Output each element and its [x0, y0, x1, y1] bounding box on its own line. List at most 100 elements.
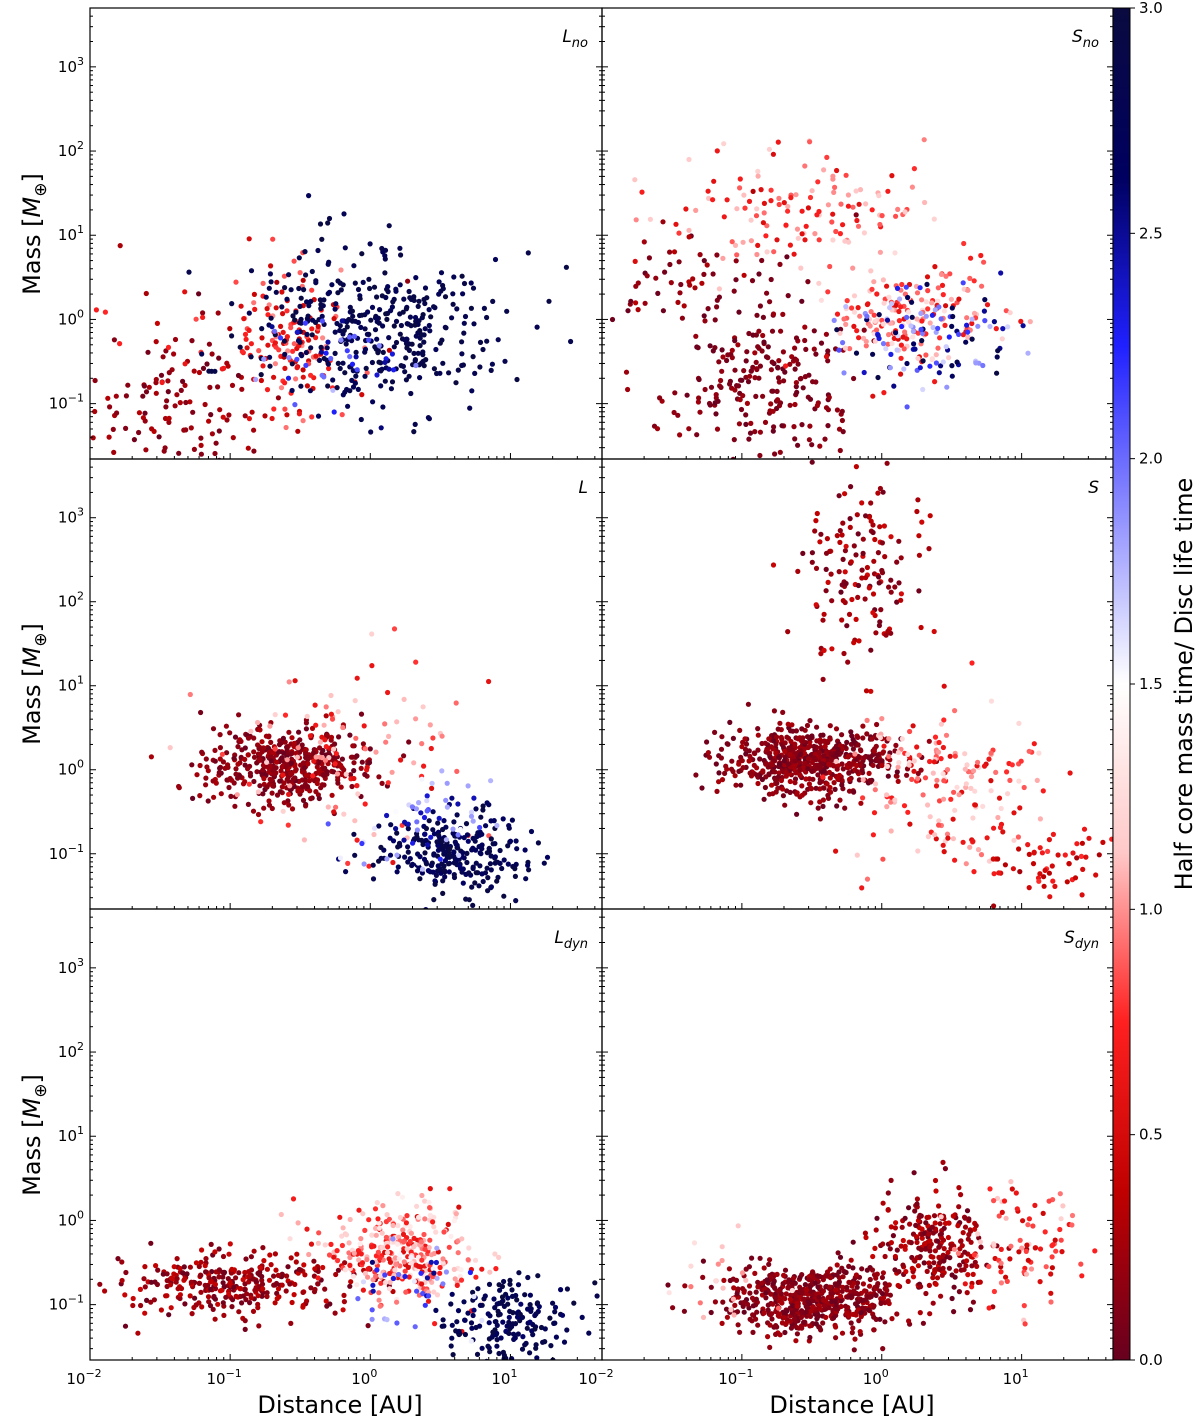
- scatter-point: [918, 310, 924, 316]
- scatter-point: [498, 1300, 504, 1306]
- scatter-point: [255, 1293, 261, 1299]
- scatter-point: [930, 324, 936, 331]
- scatter-point: [910, 334, 916, 340]
- scatter-point: [757, 363, 764, 369]
- scatter-point: [682, 1283, 688, 1289]
- scatter-point: [232, 803, 238, 809]
- scatter-point: [420, 841, 426, 848]
- scatter-point: [378, 1280, 384, 1286]
- scatter-point: [855, 582, 862, 589]
- scatter-point: [113, 393, 119, 399]
- scatter-point: [424, 295, 430, 301]
- scatter-point: [811, 346, 817, 352]
- scatter-point: [346, 1240, 352, 1246]
- scatter-point: [376, 1297, 382, 1303]
- scatter-point: [746, 758, 752, 764]
- scatter-point: [896, 538, 902, 544]
- scatter-point: [199, 1247, 205, 1253]
- scatter-point: [442, 849, 448, 855]
- scatter-point: [729, 347, 735, 353]
- scatter-point: [354, 367, 360, 373]
- scatter-point: [768, 187, 774, 193]
- scatter-point: [200, 310, 206, 316]
- scatter-point: [542, 1326, 548, 1332]
- scatter-point: [347, 354, 353, 360]
- scatter-point: [198, 709, 204, 716]
- scatter-point: [398, 757, 404, 763]
- scatter-point: [787, 402, 793, 408]
- scatter-point: [490, 1329, 496, 1335]
- scatter-point: [454, 1282, 460, 1288]
- scatter-point: [269, 790, 275, 796]
- scatter-point: [996, 795, 1003, 801]
- scatter-point: [406, 373, 412, 379]
- scatter-point: [153, 376, 159, 383]
- scatter-point: [358, 765, 364, 772]
- scatter-point: [479, 871, 485, 877]
- scatter-point: [748, 217, 754, 223]
- scatter-point: [944, 831, 951, 837]
- scatter-point: [635, 307, 641, 313]
- scatter-point: [236, 712, 242, 718]
- scatter-point: [879, 762, 885, 769]
- scatter-point: [878, 607, 884, 613]
- scatter-point: [287, 770, 293, 777]
- scatter-point: [754, 251, 760, 258]
- scatter-point: [303, 272, 309, 278]
- scatter-point: [825, 202, 832, 208]
- scatter-point: [211, 1293, 217, 1300]
- scatter-point: [803, 223, 809, 229]
- scatter-point: [818, 297, 825, 303]
- scatter-point: [405, 821, 411, 827]
- scatter-point: [876, 312, 882, 318]
- scatter-point: [987, 323, 993, 330]
- scatter-point: [754, 772, 760, 778]
- scatter-point: [492, 1305, 498, 1311]
- scatter-point: [426, 818, 432, 824]
- scatter-point: [1109, 836, 1113, 842]
- scatter-point: [393, 318, 400, 324]
- scatter-point: [561, 1339, 568, 1345]
- scatter-point: [223, 1294, 229, 1300]
- scatter-point: [745, 379, 752, 385]
- scatter-point: [267, 1252, 273, 1258]
- scatter-point: [701, 313, 707, 319]
- scatter-point: [437, 866, 443, 872]
- scatter-point: [915, 770, 921, 777]
- scatter-point: [898, 591, 905, 597]
- scatter-point: [729, 758, 735, 764]
- scatter-point: [267, 271, 273, 277]
- scatter-point: [761, 796, 767, 802]
- scatter-point: [264, 1290, 270, 1296]
- scatter-point: [840, 520, 846, 526]
- scatter-point: [943, 303, 949, 309]
- scatter-point: [949, 305, 955, 311]
- scatter-point: [410, 840, 416, 846]
- scatter-point: [1005, 791, 1011, 797]
- scatter-point: [312, 1286, 318, 1293]
- scatter-point: [469, 1325, 475, 1331]
- scatter-point: [721, 1277, 727, 1283]
- scatter-point: [229, 382, 236, 388]
- scatter-point: [355, 286, 362, 293]
- scatter-point: [303, 720, 309, 726]
- panel-label: Ldyn: [554, 928, 588, 952]
- scatter-point: [412, 358, 418, 364]
- scatter-point: [887, 1292, 894, 1298]
- scatter-point: [289, 387, 295, 394]
- scatter-point: [365, 1266, 371, 1272]
- scatter-point: [387, 1270, 393, 1277]
- scatter-point: [155, 1267, 161, 1273]
- scatter-point: [714, 788, 720, 795]
- scatter-point: [440, 890, 446, 897]
- scatter-point: [762, 740, 768, 746]
- scatter-point: [209, 1269, 215, 1275]
- scatter-point: [940, 771, 946, 777]
- scatter-point: [248, 354, 254, 360]
- scatter-point: [354, 753, 360, 759]
- scatter-point: [408, 390, 414, 397]
- scatter-point: [795, 442, 801, 448]
- scatter-point: [831, 317, 837, 323]
- scatter-point: [293, 1259, 299, 1265]
- scatter-point: [191, 368, 197, 374]
